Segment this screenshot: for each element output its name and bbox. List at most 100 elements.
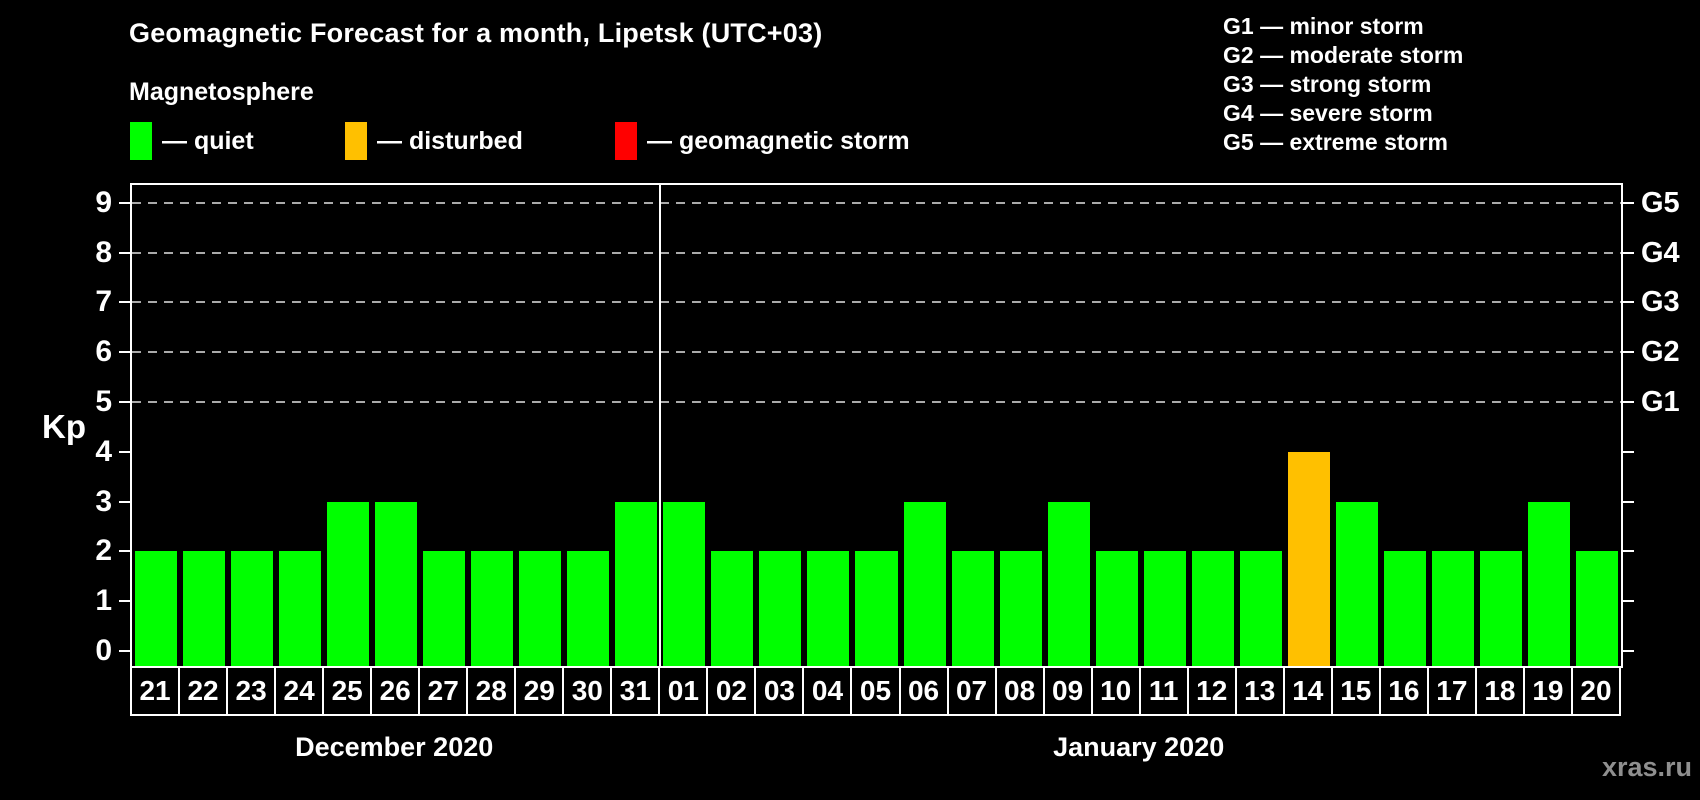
day-label: 11 — [1138, 666, 1189, 716]
day-label: 30 — [562, 666, 613, 716]
kp-axis-tick — [119, 450, 130, 453]
month-label: January 2020 — [1053, 732, 1225, 762]
g-scale-legend-line: G3 — strong storm — [1223, 71, 1432, 97]
kp-bar — [231, 551, 274, 666]
kp-axis-tick-label: 7 — [95, 285, 112, 319]
kp-axis-tick-label: 0 — [95, 634, 112, 667]
day-label: 31 — [610, 666, 661, 716]
day-label: 24 — [274, 666, 325, 716]
kp-axis-tick-label: 1 — [95, 584, 112, 618]
g-axis-tick — [1623, 251, 1634, 254]
g-axis-tick — [1623, 301, 1634, 304]
disturbed-color-swatch-icon — [345, 122, 367, 160]
kp-bar — [1095, 551, 1138, 666]
kp-bar — [519, 551, 562, 666]
kp-bar — [1335, 501, 1378, 666]
g-axis-label-g5: G5 — [1641, 186, 1680, 219]
magnetosphere-legend-title: Magnetosphere — [129, 78, 314, 106]
kp-axis-tick — [119, 550, 130, 553]
legend-item-label: — disturbed — [377, 126, 523, 155]
legend-item-label: — quiet — [162, 126, 254, 155]
kp-bar — [615, 501, 658, 666]
day-label: 12 — [1186, 666, 1237, 716]
g-axis-tick — [1623, 351, 1634, 354]
kp-axis-tick-label: 4 — [95, 434, 112, 468]
kp-axis-tick — [119, 650, 130, 652]
kp-axis-tick-label: 2 — [95, 534, 112, 568]
kp-axis-tick — [119, 401, 130, 403]
quiet-color-swatch-icon — [130, 122, 152, 160]
kp-axis-tick — [119, 301, 130, 304]
month-separator-line — [659, 185, 662, 666]
g-axis-label-g4: G4 — [1641, 236, 1680, 269]
g-scale-legend-line: G2 — moderate storm — [1223, 42, 1464, 68]
kp-axis-label: Kp — [42, 408, 86, 445]
gridline-kp9 — [132, 201, 1621, 204]
month-label: December 2020 — [295, 732, 494, 762]
kp-axis-tick — [119, 201, 130, 204]
gridline-kp7 — [132, 301, 1621, 304]
kp-bar — [711, 551, 754, 666]
day-label: 28 — [466, 666, 517, 716]
day-label: 22 — [178, 666, 229, 716]
day-label: 15 — [1330, 666, 1381, 716]
day-label: 07 — [946, 666, 997, 716]
kp-bar — [1383, 551, 1426, 666]
g-scale-legend-line: G1 — minor storm — [1223, 13, 1424, 39]
kp-bar — [1191, 551, 1234, 666]
day-label: 21 — [130, 666, 181, 716]
legend-item-storm: — geomagnetic storm — [615, 121, 910, 161]
kp-bar — [471, 551, 514, 666]
kp-bar — [567, 551, 610, 666]
day-label: 23 — [226, 666, 277, 716]
g-scale-legend-line: G5 — extreme storm — [1223, 129, 1448, 155]
day-label: 16 — [1378, 666, 1429, 716]
legend-item-disturbed: — disturbed — [345, 121, 523, 161]
day-label: 03 — [754, 666, 805, 716]
g-axis-tick — [1623, 401, 1634, 403]
gridline-kp8 — [132, 251, 1621, 254]
kp-axis-tick — [119, 351, 130, 354]
kp-bar — [999, 551, 1042, 666]
kp-bar — [1047, 501, 1090, 666]
kp-bar — [279, 551, 322, 666]
kp-axis-tick-label: 8 — [95, 235, 112, 269]
storm-color-swatch-icon — [615, 122, 637, 160]
kp-axis-tick-label: 9 — [95, 185, 112, 219]
kp-bar — [903, 501, 946, 666]
day-label: 01 — [658, 666, 709, 716]
kp-axis-tick-label: 3 — [95, 484, 112, 518]
g-scale-axis: G1 G2 G3 G4 G5 — [1623, 183, 1700, 668]
kp-bar — [1527, 501, 1570, 666]
day-label: 14 — [1282, 666, 1333, 716]
day-axis: 21 22 23 24 25 26 27 28 29 30 31 01 02 03 04 05 06 07 08 09… — [130, 666, 1623, 716]
kp-bar — [1479, 551, 1522, 666]
g-axis-label-g2: G2 — [1641, 336, 1680, 369]
g-axis-label-g1: G1 — [1641, 386, 1680, 418]
kp-axis: 0 1 2 3 4 5 6 7 8 9 — [0, 183, 130, 668]
kp-bar — [1287, 451, 1330, 666]
g-axis-label-g3: G3 — [1641, 286, 1680, 319]
day-label: 05 — [850, 666, 901, 716]
legend-item-quiet: — quiet — [130, 121, 254, 161]
day-label: 17 — [1426, 666, 1477, 716]
kp-bar — [375, 501, 418, 666]
day-label: 27 — [418, 666, 469, 716]
kp-axis-tick-label: 5 — [95, 385, 112, 418]
kp-bar — [423, 551, 466, 666]
g-axis-tick — [1623, 650, 1634, 652]
chart-plot-area — [130, 183, 1623, 668]
g-axis-tick — [1623, 600, 1634, 603]
g-scale-legend-line: G4 — severe storm — [1223, 100, 1433, 126]
kp-bar — [951, 551, 994, 666]
day-label: 25 — [322, 666, 373, 716]
day-label: 19 — [1522, 666, 1573, 716]
g-axis-tick — [1623, 450, 1634, 453]
day-label: 13 — [1234, 666, 1285, 716]
gridline-kp6 — [132, 351, 1621, 354]
kp-bar — [663, 501, 706, 666]
day-label: 26 — [370, 666, 421, 716]
kp-axis-tick — [119, 600, 130, 603]
day-label: 04 — [802, 666, 853, 716]
